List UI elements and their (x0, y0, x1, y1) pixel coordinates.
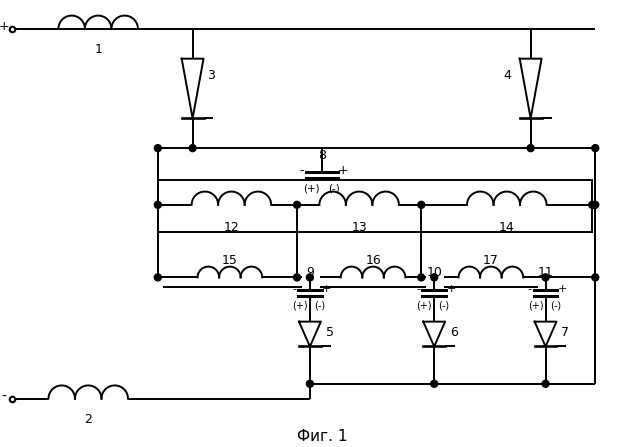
Text: (+): (+) (417, 300, 432, 310)
Text: 12: 12 (223, 221, 239, 234)
Text: 1: 1 (94, 43, 102, 56)
Polygon shape (182, 59, 204, 118)
Text: (-): (-) (550, 300, 561, 310)
Circle shape (431, 274, 438, 281)
Polygon shape (520, 59, 541, 118)
Circle shape (542, 274, 549, 281)
Text: +: + (558, 284, 567, 294)
Circle shape (154, 201, 161, 208)
Text: 10: 10 (426, 266, 442, 279)
Circle shape (418, 201, 425, 208)
Polygon shape (423, 322, 445, 346)
Text: 9: 9 (306, 266, 314, 279)
Text: -: - (1, 390, 6, 404)
Polygon shape (534, 322, 557, 346)
Circle shape (307, 380, 314, 387)
Text: (+): (+) (292, 300, 308, 310)
Text: +: + (322, 284, 332, 294)
Circle shape (527, 145, 534, 152)
Circle shape (592, 274, 599, 281)
Text: (+): (+) (303, 183, 320, 194)
Text: 7: 7 (561, 325, 570, 338)
Text: -: - (300, 164, 304, 177)
Text: (-): (-) (438, 300, 450, 310)
Text: +: + (337, 164, 348, 177)
Text: (+): (+) (528, 300, 543, 310)
Text: 11: 11 (538, 266, 554, 279)
Text: (-): (-) (328, 183, 340, 194)
Text: 16: 16 (365, 254, 381, 267)
Text: 15: 15 (222, 254, 238, 267)
Text: 17: 17 (483, 254, 499, 267)
Circle shape (154, 274, 161, 281)
Circle shape (431, 380, 438, 387)
Circle shape (189, 145, 196, 152)
Circle shape (418, 274, 425, 281)
Circle shape (542, 380, 549, 387)
Text: 3: 3 (207, 69, 216, 82)
Circle shape (307, 274, 314, 281)
Text: 2: 2 (84, 413, 92, 426)
Text: 5: 5 (326, 325, 334, 338)
Text: Фиг. 1: Фиг. 1 (296, 429, 347, 444)
Circle shape (592, 201, 599, 208)
Bar (158, 180, 592, 232)
Text: -: - (292, 284, 296, 294)
Text: -: - (527, 284, 532, 294)
Text: 14: 14 (499, 221, 515, 234)
Circle shape (294, 274, 301, 281)
Text: +: + (0, 21, 9, 34)
Polygon shape (299, 322, 321, 346)
Text: 6: 6 (450, 325, 458, 338)
Text: +: + (447, 284, 456, 294)
Circle shape (154, 145, 161, 152)
Text: -: - (416, 284, 420, 294)
Circle shape (589, 201, 596, 208)
Text: (-): (-) (314, 300, 325, 310)
Circle shape (592, 145, 599, 152)
Circle shape (294, 201, 301, 208)
Text: 13: 13 (351, 221, 367, 234)
Text: 8: 8 (318, 148, 326, 161)
Text: 4: 4 (503, 69, 511, 82)
